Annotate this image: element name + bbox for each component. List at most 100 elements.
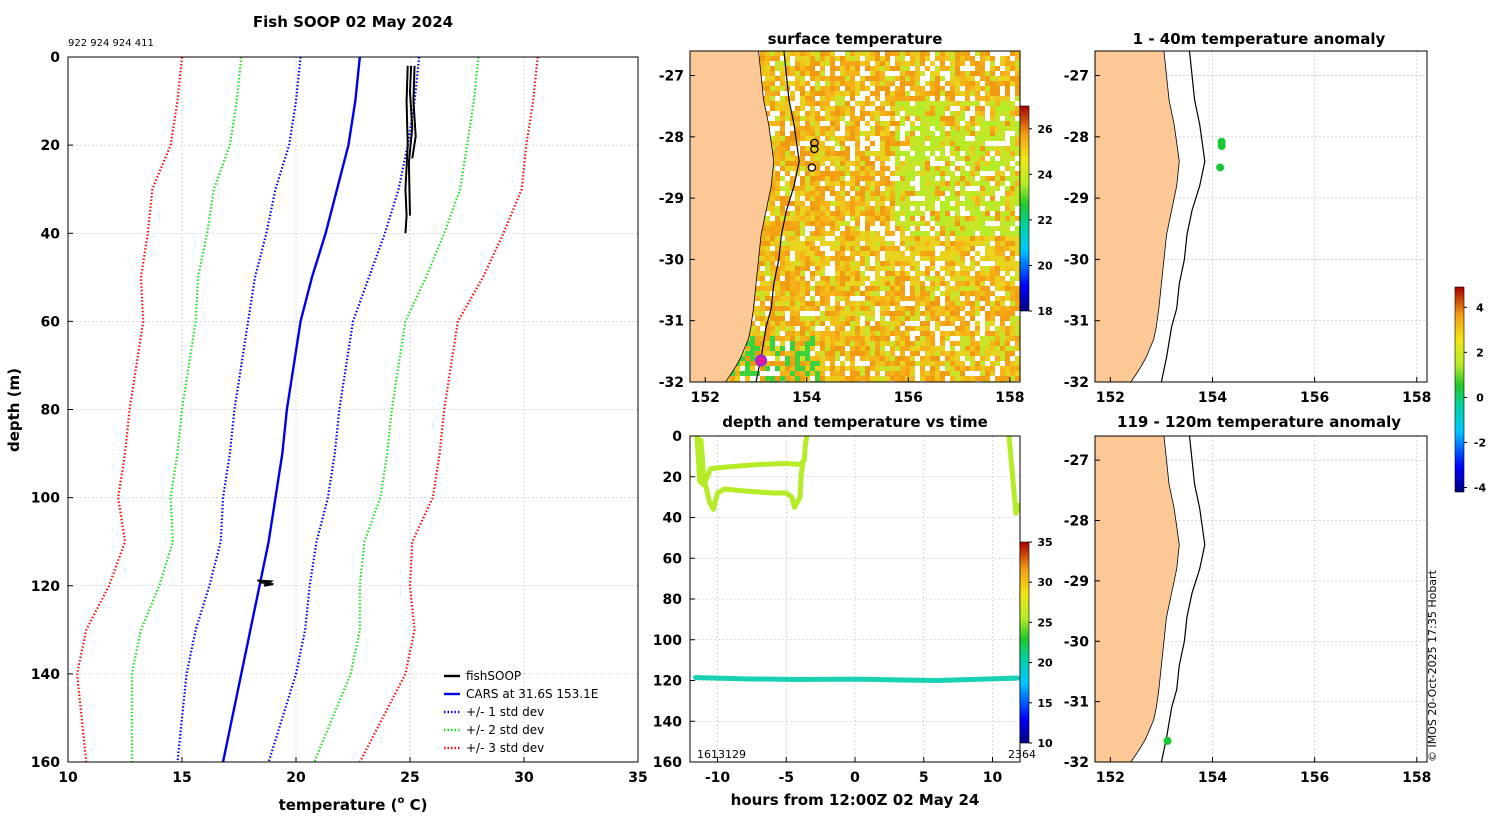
sst-cell [980,256,985,261]
sst-cell [855,86,860,91]
sst-cell [1015,51,1020,56]
sst-cell [800,136,805,141]
anom-deep-point [1163,736,1172,745]
sst-cell [850,301,855,306]
sst-cell [915,96,920,101]
sst-cell [975,136,980,141]
sst-land [690,51,774,382]
sst-cell [910,346,915,351]
sst-cell [775,161,780,166]
sst-cell [970,156,975,161]
sst-cell [875,301,880,306]
sst-cell [810,221,815,226]
sst-cell [845,71,850,76]
sst-cell [840,291,845,296]
sst-cell [980,71,985,76]
sst-cell [875,336,880,341]
sst-cell [955,81,960,86]
sst-cell [900,361,905,366]
sst-cell [955,311,960,316]
sst-cell [865,186,870,191]
profile-xtick-label: 35 [628,770,647,786]
sst-cell [920,186,925,191]
sst-cell [925,376,930,381]
sst-cell [935,191,940,196]
sst-cell [865,376,870,381]
sst-cell [835,96,840,101]
sst-cell [790,291,795,296]
sst-cell [800,266,805,271]
sst-cell [805,131,810,136]
sst-cell [850,326,855,331]
sst-cell [740,371,745,376]
sst-cell [845,301,850,306]
sst-cell [875,126,880,131]
sst-cell [885,206,890,211]
sst-cell [755,326,760,331]
sst-cell [955,111,960,116]
sst-cell [995,176,1000,181]
sst-cell [940,206,945,211]
sst-cell [875,246,880,251]
sst-xtick-label: 156 [894,390,923,406]
sst-cell [980,146,985,151]
sst-cell [800,351,805,356]
sst-cell [895,346,900,351]
sst-cell [910,296,915,301]
sst-cell [945,66,950,71]
sst-cell [970,101,975,106]
sst-cell [970,356,975,361]
sst-cell [915,91,920,96]
sst-cell [955,121,960,126]
sst-cell [835,346,840,351]
sst-cell [775,291,780,296]
sst-cell [970,341,975,346]
sst-cell [775,301,780,306]
sst-cell [805,116,810,121]
sst-cell [990,301,995,306]
sst-cell [755,291,760,296]
sst-cell [770,86,775,91]
sst-cell [930,316,935,321]
sst-cell [970,346,975,351]
sst-cell [810,71,815,76]
sst-cell [865,151,870,156]
sst-cell [820,286,825,291]
sst-cell [800,286,805,291]
sst-cell [835,296,840,301]
sst-cell [915,141,920,146]
sst-cell [895,101,900,106]
sst-cell [895,371,900,376]
sst-cell [970,121,975,126]
sst-cell [800,206,805,211]
sst-cell [815,251,820,256]
sst-cell [990,111,995,116]
sst-cell [810,366,815,371]
sst-cell [880,326,885,331]
sst-cell [855,126,860,131]
sst-cell [860,306,865,311]
sst-cell [845,291,850,296]
sst-cell [830,311,835,316]
sst-cell [885,131,890,136]
sst-cell [990,191,995,196]
sst-cell [910,216,915,221]
sst-cell [900,171,905,176]
sst-cell [885,101,890,106]
sst-cell [975,116,980,121]
sst-cell [910,281,915,286]
sst-cell [780,186,785,191]
sst-cell [820,351,825,356]
sst-cell [930,196,935,201]
sst-cell [1005,176,1010,181]
sst-cell [790,376,795,381]
sst-cell [970,171,975,176]
sst-cell [895,286,900,291]
sst-cell [790,186,795,191]
sst-cell [870,166,875,171]
sst-cell [770,176,775,181]
sst-cell [810,66,815,71]
sst-cell [995,171,1000,176]
sst-cell [770,286,775,291]
